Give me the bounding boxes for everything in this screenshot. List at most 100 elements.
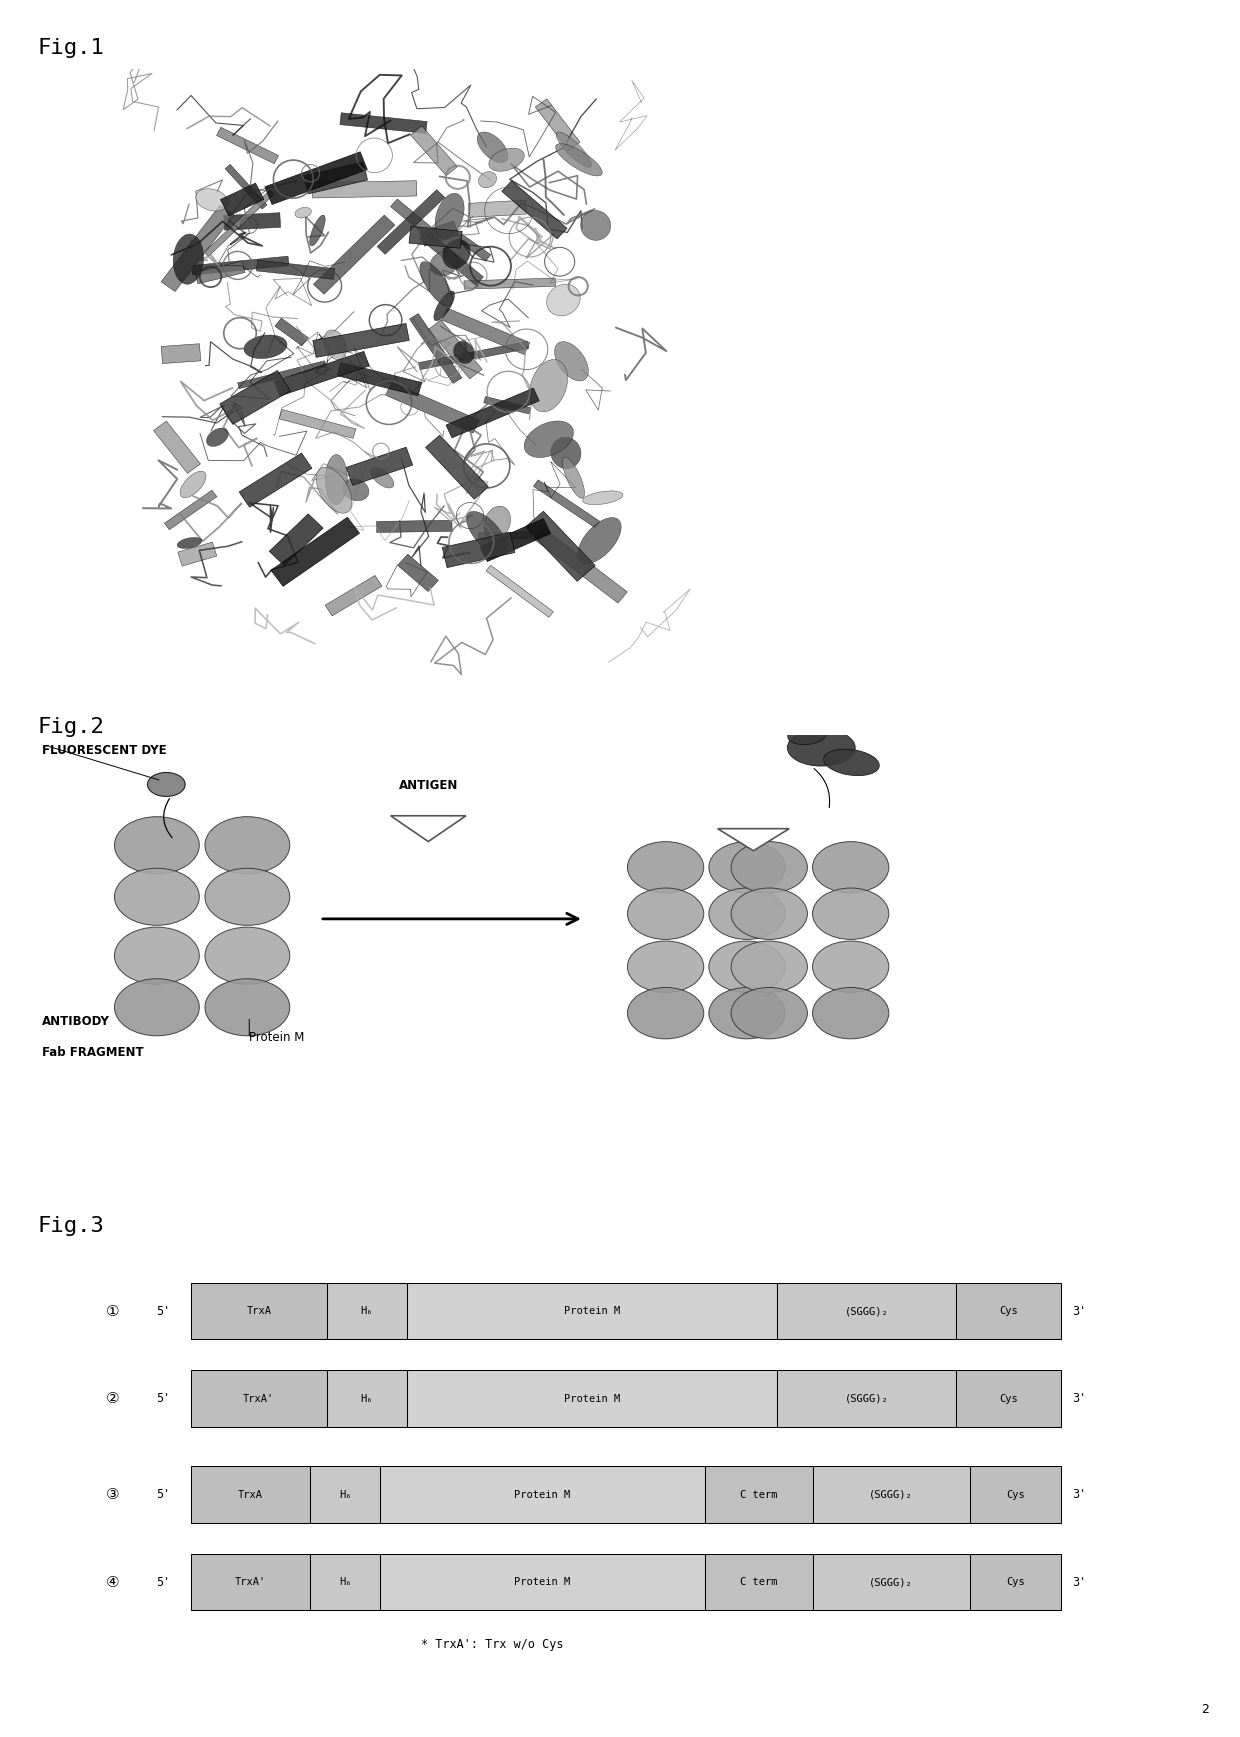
Bar [533,479,600,528]
Ellipse shape [563,457,584,499]
Ellipse shape [554,342,588,380]
Text: C term: C term [740,1490,777,1499]
FancyBboxPatch shape [191,1370,327,1426]
Ellipse shape [295,207,311,219]
Polygon shape [391,816,466,841]
Ellipse shape [627,842,704,893]
Bar [270,518,360,587]
Ellipse shape [454,340,474,363]
Polygon shape [718,829,789,851]
Bar [161,205,234,292]
Bar [239,453,312,507]
FancyBboxPatch shape [381,1555,704,1610]
Bar [205,191,274,255]
Text: * TrxA': Trx w/o Cys: * TrxA': Trx w/o Cys [422,1638,563,1652]
FancyBboxPatch shape [812,1555,970,1610]
Bar [257,261,335,280]
Bar [398,554,439,592]
FancyBboxPatch shape [191,1284,327,1339]
FancyBboxPatch shape [812,1466,970,1523]
FancyBboxPatch shape [956,1370,1061,1426]
Text: 5': 5' [156,1489,170,1501]
Text: Fab FRAGMENT: Fab FRAGMENT [42,1046,144,1060]
Bar [161,344,201,363]
Text: 3': 3' [1073,1391,1086,1405]
Bar [312,323,409,358]
Text: Protein M: Protein M [515,1577,570,1588]
Text: 2: 2 [1202,1704,1209,1716]
Bar [391,200,440,243]
Bar [409,314,463,384]
Ellipse shape [812,941,889,992]
Bar [486,565,553,617]
Ellipse shape [732,888,807,940]
Bar [337,363,422,396]
Ellipse shape [812,888,889,940]
Text: ④: ④ [107,1574,119,1589]
Ellipse shape [244,335,286,358]
Bar [195,261,246,283]
Ellipse shape [114,928,200,985]
Bar [536,99,580,151]
FancyBboxPatch shape [327,1370,407,1426]
Bar [425,436,489,499]
Ellipse shape [443,240,470,269]
FancyBboxPatch shape [310,1555,381,1610]
Ellipse shape [627,888,704,940]
Ellipse shape [466,511,507,556]
Bar [469,200,526,217]
Text: 3': 3' [1073,1575,1086,1589]
Bar [410,127,458,175]
Bar [325,575,382,617]
Ellipse shape [709,987,785,1039]
Bar [221,182,264,215]
Bar [219,370,290,424]
Ellipse shape [205,816,290,874]
Ellipse shape [812,842,889,893]
Bar [191,255,289,274]
FancyBboxPatch shape [327,1284,407,1339]
Ellipse shape [420,262,453,306]
Ellipse shape [174,234,203,285]
Text: Cys: Cys [1006,1490,1024,1499]
Text: Fig.2: Fig.2 [37,717,104,738]
Ellipse shape [114,978,200,1035]
Bar [479,532,532,538]
Ellipse shape [196,189,228,210]
FancyBboxPatch shape [777,1370,956,1426]
Ellipse shape [324,330,346,360]
Bar [419,342,528,370]
Text: ANTIGEN: ANTIGEN [398,778,458,792]
Bar [420,231,484,285]
Bar [443,533,515,568]
Text: ②: ② [107,1391,119,1407]
Text: Protein M: Protein M [564,1306,620,1317]
Ellipse shape [556,144,603,175]
Ellipse shape [205,868,290,926]
Ellipse shape [787,730,856,766]
Bar [441,307,529,354]
Bar [304,162,367,195]
Text: ③: ③ [107,1487,119,1503]
Bar [223,212,280,229]
Text: 3': 3' [1073,1304,1086,1318]
Ellipse shape [732,842,807,893]
Ellipse shape [732,987,807,1039]
Bar [265,151,367,205]
Bar [480,519,551,561]
Text: Cys: Cys [999,1393,1018,1403]
Text: C term: C term [740,1577,777,1588]
Ellipse shape [180,471,206,499]
Bar [154,420,201,472]
Bar [312,181,417,198]
Ellipse shape [316,467,352,512]
FancyBboxPatch shape [777,1284,956,1339]
FancyBboxPatch shape [704,1555,812,1610]
Ellipse shape [709,941,785,992]
Text: H₆: H₆ [361,1393,373,1403]
Bar [409,226,463,248]
Text: Fig.3: Fig.3 [37,1216,104,1237]
FancyBboxPatch shape [956,1284,1061,1339]
Text: ANTIBODY: ANTIBODY [42,1014,110,1028]
Bar [419,221,459,247]
